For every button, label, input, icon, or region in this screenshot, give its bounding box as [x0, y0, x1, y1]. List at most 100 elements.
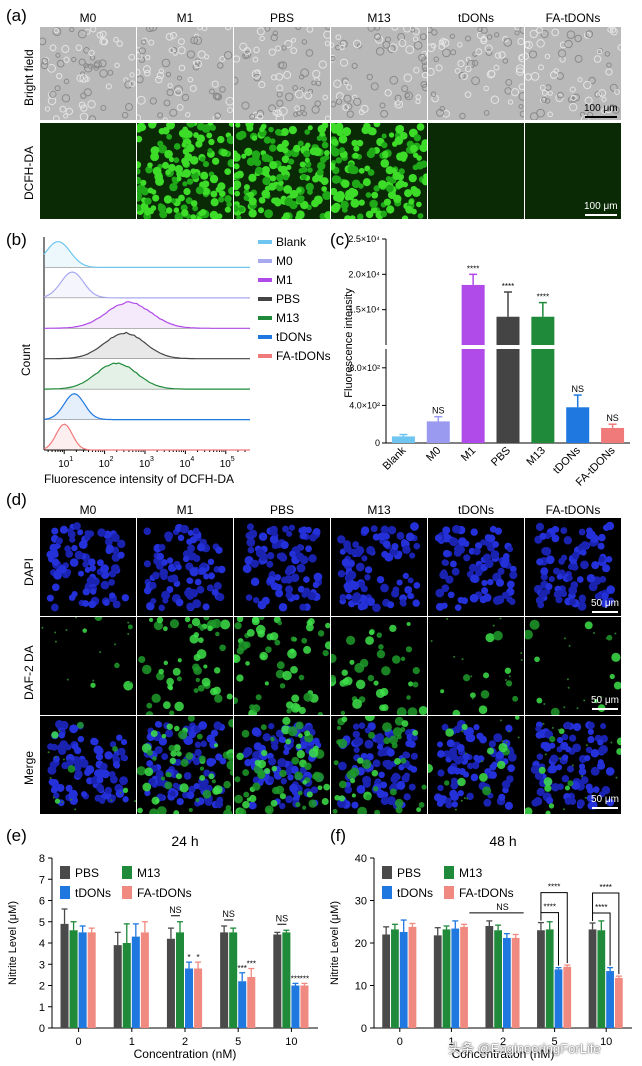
nucleus: [266, 575, 276, 585]
sig-star: ***: [291, 974, 300, 983]
bar-tdons-5: [238, 981, 247, 1028]
cell-outline: [176, 103, 184, 111]
green-signal: [148, 617, 154, 623]
green-cell: [417, 213, 424, 219]
cell-outline: [243, 50, 252, 59]
cell-outline: [290, 47, 298, 55]
cell-outline: [518, 103, 524, 109]
green-signal: [199, 626, 205, 631]
cell-outline: [529, 112, 539, 120]
nucleus: [279, 802, 286, 810]
nucleus: [104, 786, 113, 795]
nucleus: [50, 786, 58, 794]
green-cell: [154, 172, 163, 182]
green-signal: [258, 617, 265, 621]
ylabel: Nitrite Level (μM): [329, 901, 341, 985]
green-signal: [304, 762, 312, 770]
green-signal: [567, 780, 574, 787]
nucleus: [285, 591, 293, 599]
cell-outline: [63, 56, 70, 63]
green-cell: [392, 171, 401, 181]
nucleus: [355, 562, 365, 572]
green-cell: [140, 179, 147, 186]
green-cell: [358, 199, 365, 206]
cell-outline: [312, 69, 321, 79]
merge-image-m13: [331, 716, 427, 814]
green-speck: [492, 624, 495, 627]
cell-outline: [486, 34, 493, 40]
nucleus: [447, 591, 455, 599]
green-cell: [396, 152, 405, 161]
nucleus: [184, 588, 193, 598]
green-signal: [178, 729, 188, 740]
green-speck: [74, 808, 77, 811]
green-cell: [281, 155, 290, 164]
cell-outline: [161, 58, 171, 68]
bar-pbs-10: [588, 929, 597, 1028]
cell-outline: [93, 65, 99, 71]
green-cell: [255, 166, 263, 175]
bright-field-image-m13: [331, 27, 427, 120]
green-speck: [559, 757, 562, 760]
cell-outline: [83, 63, 89, 69]
green-signal: [257, 759, 267, 769]
green-signal: [378, 644, 384, 650]
cell-outline: [403, 73, 413, 83]
nucleus: [452, 524, 461, 534]
cell-outline: [197, 50, 206, 59]
bar-fa-tdons-5: [563, 966, 572, 1028]
nucleus: [605, 767, 615, 776]
cell-outline: [325, 27, 330, 31]
legend-label-m1: M1: [276, 273, 293, 287]
green-signal: [252, 704, 261, 713]
green-signal: [242, 800, 250, 809]
green-cell: [216, 213, 223, 219]
cell-outline: [79, 112, 89, 120]
green-cell: [234, 204, 239, 213]
green-cell: [312, 175, 320, 183]
legend-swatch-m13: [122, 866, 132, 879]
green-signal: [264, 805, 274, 814]
cell-outline: [284, 39, 293, 49]
green-speck: [464, 752, 467, 755]
nucleus: [556, 573, 563, 580]
nucleus: [540, 567, 549, 576]
green-cell: [408, 198, 415, 205]
nucleus: [71, 544, 78, 552]
cell-outline: [163, 99, 171, 107]
green-cell: [151, 146, 160, 154]
green-speck: [505, 741, 508, 744]
green-signal: [197, 684, 205, 692]
histogram-m1: [44, 301, 250, 329]
cell-outline: [253, 46, 260, 54]
nucleus: [495, 751, 504, 760]
nucleus: [296, 544, 304, 551]
cell-outline: [278, 61, 288, 70]
green-cell: [299, 161, 306, 168]
nucleus: [606, 585, 616, 594]
watermark-text: 头条 @EngineeringForLife: [448, 1041, 601, 1056]
nucleus: [560, 527, 568, 535]
green-signal: [179, 783, 189, 793]
nucleus: [449, 537, 459, 547]
sig-star: ***: [247, 960, 256, 969]
green-speck: [466, 797, 469, 800]
cell-outline: [322, 94, 328, 101]
cell-outline: [141, 39, 147, 45]
green-cell: [190, 200, 198, 207]
green-speck: [571, 764, 574, 767]
nucleus: [410, 522, 419, 531]
green-signal: [376, 632, 383, 638]
nucleus: [561, 733, 569, 741]
nucleus: [283, 749, 290, 756]
cell-outline: [483, 109, 490, 116]
bar-lower-m1: [461, 349, 485, 443]
green-signal: [480, 690, 490, 699]
ytick-label: 5: [39, 917, 45, 929]
nucleus: [501, 591, 509, 599]
cell-outline: [360, 104, 369, 113]
green-signal: [357, 757, 364, 764]
nucleus: [383, 532, 390, 540]
nucleus: [509, 565, 517, 573]
green-signal: [440, 689, 445, 694]
